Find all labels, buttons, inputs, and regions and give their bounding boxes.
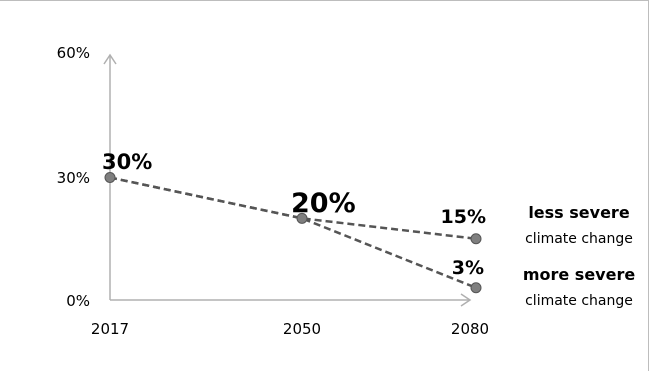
y-axis-arrow (103, 53, 117, 65)
annotation-less-severe-subtitle: climate change (525, 231, 633, 247)
data-label-2050: 20% (291, 188, 356, 219)
series-line-less-severe (109, 176, 477, 240)
data-point-2080-less-severe (470, 233, 482, 245)
series-line-more-severe (109, 176, 477, 289)
y-tick-label-0: 0% (66, 292, 90, 310)
x-tick-label-2050: 2050 (283, 320, 321, 338)
x-axis-arrow (460, 293, 472, 307)
annotation-more-severe-subtitle: climate change (525, 293, 633, 309)
annotation-more-severe-title: more severe (523, 265, 636, 284)
data-label-2017: 30% (102, 150, 152, 174)
data-point-2050 (296, 212, 308, 224)
y-tick-label-60: 60% (57, 44, 90, 62)
data-point-2080-more-severe (470, 282, 482, 294)
data-label-2080-less-severe: 15% (441, 206, 486, 228)
data-point-2017 (104, 172, 116, 183)
x-tick-label-2080: 2080 (451, 320, 489, 338)
data-label-2080-more-severe: 3% (452, 257, 484, 279)
x-tick-label-2017: 2017 (91, 320, 129, 338)
annotation-less-severe-title: less severe (528, 203, 630, 222)
y-tick-label-30: 30% (57, 169, 90, 187)
